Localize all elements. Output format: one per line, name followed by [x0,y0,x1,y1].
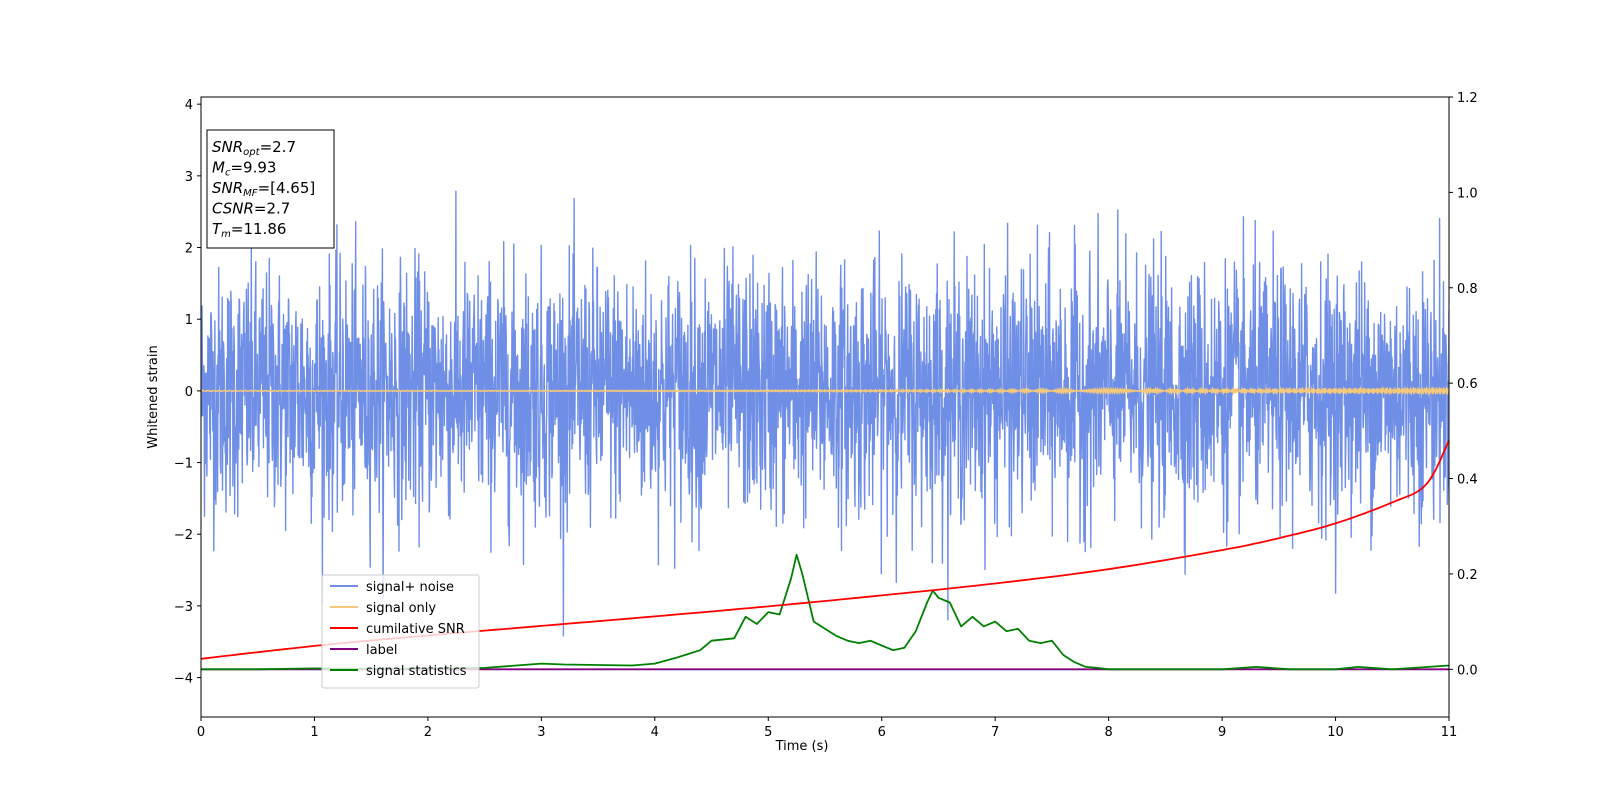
y-right-tick-label: 1.2 [1457,91,1478,106]
legend-label: cumilative SNR [366,622,465,637]
x-tick-label: 2 [424,725,432,740]
series-signal-only-line [201,385,1449,397]
annotation-value: =9.93 [230,159,276,177]
annotation-symbol: M [212,159,225,177]
annotation-value: =11.86 [231,220,287,238]
x-tick-label: 11 [1441,725,1458,740]
annotation-value: =2.7 [260,138,296,156]
series-signal-statistics-line [201,553,1449,671]
annotation-value: =2.7 [254,200,290,218]
x-tick-label: 1 [310,725,318,740]
annotation-subscript: c [225,168,231,179]
y-right-tick-label: 0.8 [1457,282,1478,297]
annotation-line: SNRMF=[4.65] [212,179,315,199]
x-tick-label: 8 [1104,725,1112,740]
x-tick-label: 10 [1327,725,1344,740]
y-left-tick-label: −1 [174,457,193,472]
y-left-tick-label: 2 [185,242,193,257]
legend-label: signal+ noise [366,580,454,595]
legend-label: label [366,643,397,658]
annotation-subscript: opt [243,147,260,158]
legend-label: signal statistics [366,664,467,679]
legend-frame [321,574,480,689]
annotation-line: Mc=9.93 [212,159,276,179]
axes-frame [200,96,1450,718]
y-left-tick-label: −4 [174,672,193,687]
y-axis-label: Whitened strain [146,345,161,448]
legend-label: signal only [366,601,436,616]
axes: 0 1 2 3 4 5 6 7 8 9 10 11 −4 −3 −2 −1 0 1 2 3 4 0.0 0.2 0.4 0.6 0… [174,91,1478,740]
x-tick-label: 7 [991,725,999,740]
annotation-symbol: CSNR [212,200,254,218]
annotation-symbol: T [212,220,223,238]
y-right-tick-label: 1.0 [1457,186,1478,201]
x-axis-label: Time (s) [775,739,829,754]
annotation-box-frame [206,129,335,249]
y-left-tick-label: 1 [185,313,193,328]
x-tick-label: 5 [764,725,772,740]
annotation-line: SNRopt=2.7 [212,138,296,158]
x-tick-label: 9 [1218,725,1226,740]
annotation-subscript: MF [243,188,258,199]
x-tick-label: 4 [651,725,659,740]
y-left-tick-label: 4 [185,98,193,113]
y-left-tick-label: 0 [185,385,193,400]
y-right-tick-label: 0.0 [1457,663,1478,678]
annotation-subscript: m [221,229,231,240]
legend: signal+ noise signal only cumilative SNR la… [321,574,480,689]
annotation-box: SNRopt=2.7Mc=9.93SNRMF=[4.65]CSNR=2.7Tm=… [206,129,335,249]
annotation-value: =[4.65] [258,179,316,197]
y-left-tick-label: 3 [185,170,193,185]
annotation-line: Tm=11.86 [212,220,286,240]
annotation-line: CSNR=2.7 [212,200,290,218]
series-signal-noise-line [201,190,1449,637]
y-right-tick-label: 0.6 [1457,377,1478,392]
x-tick-label: 0 [197,725,205,740]
y-left-tick-label: −3 [174,600,193,615]
y-right-tick-label: 0.2 [1457,568,1478,583]
x-tick-label: 6 [878,725,886,740]
y-right-tick-label: 0.4 [1457,473,1478,488]
annotation-symbol: SNR [212,138,243,156]
annotation-symbol: SNR [212,179,243,197]
y-left-tick-label: −2 [174,528,193,543]
x-tick-label: 3 [537,725,545,740]
